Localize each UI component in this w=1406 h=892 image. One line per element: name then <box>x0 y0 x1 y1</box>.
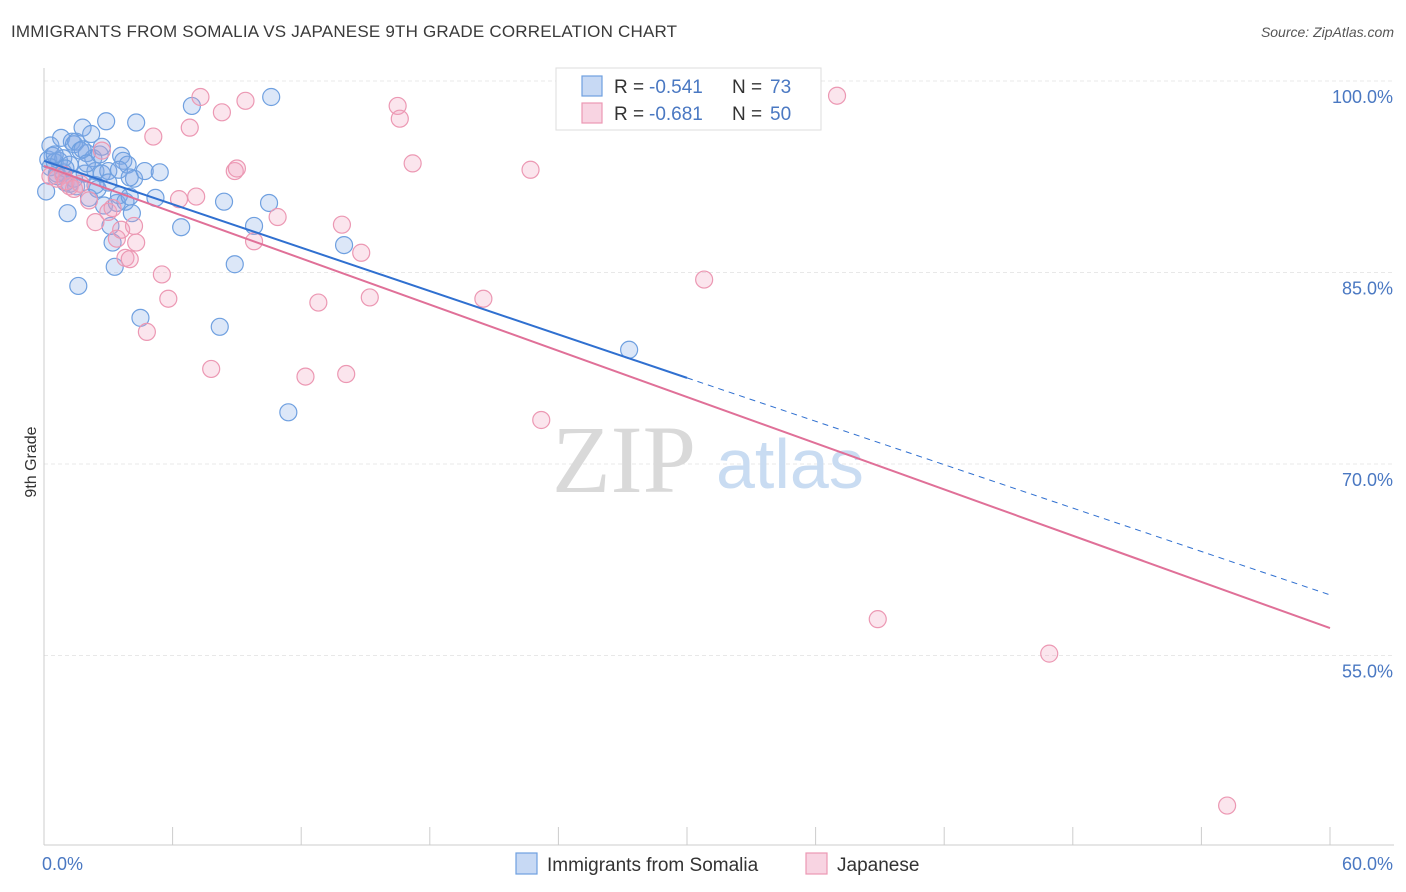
point-s1-21 <box>159 289 178 308</box>
legend-swatch-japanese-bottom <box>805 852 828 875</box>
trend-lines <box>43 159 1331 630</box>
point-s0-47 <box>172 218 191 237</box>
trend-extension-s0 <box>686 377 1331 596</box>
point-s1-29 <box>227 159 246 178</box>
point-s1-7 <box>79 191 99 210</box>
x-tick-label-1: 60.0% <box>1342 854 1393 874</box>
trend-line-s1 <box>43 164 1331 630</box>
stats-legend: R = -0.541 N = 73 R = -0.681 N = 50 <box>555 67 822 131</box>
legend-n-value-somalia: 73 <box>770 77 791 98</box>
point-s1-25 <box>191 87 210 107</box>
x-tick-label-0: 0.0% <box>42 854 83 874</box>
point-s1-36 <box>337 364 356 384</box>
series-legend: Immigrants from Somalia Japanese <box>515 852 919 876</box>
tick-labels: 100.0% 85.0% 70.0% 55.0% 0.0% 60.0% <box>42 87 1393 874</box>
watermark-zip: ZIP <box>552 406 696 513</box>
point-s1-18 <box>137 322 156 342</box>
point-s0-68 <box>45 145 64 164</box>
point-s0-54 <box>262 87 281 107</box>
axes <box>43 68 1394 846</box>
point-s1-33 <box>296 367 315 386</box>
point-s0-65 <box>92 137 111 156</box>
point-s1-23 <box>180 118 199 137</box>
trend-line-s0 <box>43 159 688 379</box>
data-points <box>37 86 1237 815</box>
point-s1-20 <box>152 265 171 284</box>
legend-label-somalia: Immigrants from Somalia <box>547 855 759 876</box>
legend-r-label-somalia: R = <box>614 77 644 98</box>
legend-swatch-somalia <box>581 75 603 97</box>
y-tick-label-3: 55.0% <box>1342 662 1393 682</box>
point-s1-15 <box>120 250 139 269</box>
point-s0-63 <box>73 140 92 159</box>
point-s1-32 <box>268 207 287 227</box>
point-s1-35 <box>332 215 352 234</box>
watermark-atlas: atlas <box>716 425 864 503</box>
point-s1-48 <box>1040 644 1059 663</box>
point-s1-19 <box>144 127 163 146</box>
legend-swatch-japanese <box>581 102 603 124</box>
legend-label-japanese: Japanese <box>837 855 919 876</box>
source-label: Source: ZipAtlas.com <box>1260 24 1394 40</box>
y-axis-title: 9th Grade <box>23 426 40 497</box>
legend-r-value-japanese: -0.681 <box>649 104 703 125</box>
y-tick-label-2: 70.0% <box>1342 470 1393 490</box>
point-s1-17 <box>127 233 146 252</box>
point-s1-46 <box>827 86 847 105</box>
point-s1-38 <box>360 288 379 307</box>
point-s0-42 <box>127 113 146 132</box>
point-s1-26 <box>202 359 221 379</box>
y-tick-label-1: 85.0% <box>1342 279 1393 299</box>
point-s0-55 <box>279 403 298 422</box>
point-s1-30 <box>236 91 255 110</box>
legend-n-label-japanese: N = <box>732 104 762 125</box>
point-s0-28 <box>97 112 116 131</box>
point-s0-50 <box>214 192 234 211</box>
point-s0-10 <box>58 204 77 223</box>
series-1-points <box>41 86 1237 815</box>
point-s1-42 <box>474 289 493 308</box>
legend-n-value-japanese: 50 <box>770 104 791 125</box>
legend-r-label-japanese: R = <box>614 104 644 125</box>
point-s1-44 <box>532 410 551 430</box>
y-tick-label-0: 100.0% <box>1332 87 1393 107</box>
point-s1-9 <box>92 141 111 160</box>
point-s0-67 <box>120 168 139 187</box>
legend-swatch-somalia-bottom <box>515 852 538 875</box>
gridlines <box>44 80 1394 656</box>
point-s1-34 <box>309 293 328 312</box>
point-s1-37 <box>352 243 371 262</box>
point-s1-12 <box>107 229 126 248</box>
point-s0-56 <box>334 235 354 255</box>
point-s0-44 <box>135 161 154 181</box>
point-s1-27 <box>212 103 231 122</box>
point-s1-16 <box>124 216 144 236</box>
point-s1-49 <box>1218 796 1237 815</box>
point-s0-71 <box>77 154 96 173</box>
point-s1-43 <box>521 160 540 179</box>
legend-n-label-somalia: N = <box>732 77 762 98</box>
point-s0-46 <box>150 163 169 182</box>
stats-legend-box <box>555 67 822 131</box>
chart-title: IMMIGRANTS FROM SOMALIA VS JAPANESE 9TH … <box>11 22 678 41</box>
point-s1-24 <box>187 187 206 206</box>
point-s1-41 <box>403 154 422 173</box>
point-s0-15 <box>69 276 88 296</box>
point-s0-53 <box>259 193 279 213</box>
point-s0-49 <box>210 317 229 336</box>
point-s1-45 <box>695 270 714 289</box>
point-s1-28 <box>225 161 244 181</box>
watermark: ZIP atlas <box>552 406 864 513</box>
legend-r-value-somalia: -0.541 <box>649 77 703 98</box>
point-s1-8 <box>86 213 105 232</box>
point-s1-11 <box>103 198 122 218</box>
point-s0-21 <box>82 124 101 144</box>
point-s1-47 <box>868 610 887 629</box>
point-s1-40 <box>390 109 409 128</box>
point-s0-51 <box>225 255 244 274</box>
